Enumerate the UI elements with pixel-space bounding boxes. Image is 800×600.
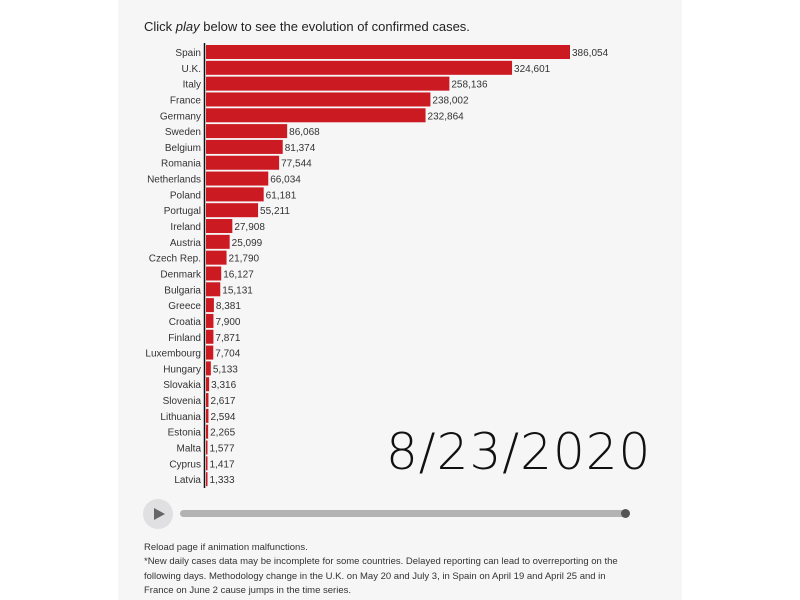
category-label: Italy xyxy=(183,80,201,91)
bar-malta xyxy=(206,440,208,455)
bar-estonia xyxy=(206,424,209,439)
category-label: Spain xyxy=(175,48,201,59)
bar-czech-rep xyxy=(206,250,227,265)
footnotes: Reload page if animation malfunctions. *… xyxy=(144,541,634,598)
category-label: Croatia xyxy=(169,317,202,328)
value-label: 25,099 xyxy=(232,238,263,249)
value-label: 258,136 xyxy=(451,80,488,91)
category-label: Germany xyxy=(160,111,201,122)
category-label: Netherlands xyxy=(147,175,201,186)
bar-portugal xyxy=(206,203,259,218)
value-label: 86,068 xyxy=(289,127,320,138)
value-label: 7,900 xyxy=(215,317,240,328)
value-label: 21,790 xyxy=(229,254,260,265)
value-label: 2,265 xyxy=(210,428,235,439)
play-button[interactable] xyxy=(143,499,173,529)
category-label: Poland xyxy=(170,190,201,201)
timeline-slider-thumb[interactable] xyxy=(621,509,630,518)
value-label: 3,316 xyxy=(211,380,236,391)
value-label: 7,871 xyxy=(215,333,240,344)
bar-finland xyxy=(206,329,214,344)
category-label: Lithuania xyxy=(160,412,201,423)
bar-italy xyxy=(206,76,450,91)
play-icon xyxy=(154,508,165,520)
bar-denmark xyxy=(206,266,222,281)
bar-austria xyxy=(206,234,230,249)
category-label: Czech Rep. xyxy=(149,254,201,265)
bar-lithuania xyxy=(206,408,209,423)
category-label: France xyxy=(170,95,202,106)
category-label: U.K. xyxy=(182,64,201,75)
category-label: Sweden xyxy=(165,127,201,138)
value-label: 8,381 xyxy=(216,301,241,312)
bar-luxembourg xyxy=(206,345,214,360)
category-label: Cyprus xyxy=(169,459,201,470)
category-label: Hungary xyxy=(163,364,201,375)
value-label: 1,577 xyxy=(210,444,235,455)
value-label: 1,333 xyxy=(210,475,235,486)
bar-croatia xyxy=(206,313,214,328)
bar-spain xyxy=(206,45,570,59)
value-label: 2,617 xyxy=(210,396,235,407)
category-label: Malta xyxy=(177,444,202,455)
date-label: 8/23/2020 xyxy=(386,423,652,481)
timeline-slider-track[interactable] xyxy=(180,510,628,517)
bar-romania xyxy=(206,155,280,170)
category-label: Latvia xyxy=(174,475,201,486)
value-label: 15,131 xyxy=(222,285,253,296)
bar-france xyxy=(206,92,431,107)
category-label: Denmark xyxy=(160,269,202,280)
category-label: Belgium xyxy=(165,143,201,154)
category-label: Finland xyxy=(168,333,201,344)
bar-slovenia xyxy=(206,393,209,408)
value-label: 386,054 xyxy=(572,48,609,59)
value-label: 77,544 xyxy=(281,159,312,170)
category-label: Luxembourg xyxy=(145,349,201,360)
methodology-note: *New daily cases data may be incomplete … xyxy=(144,556,618,596)
value-label: 61,181 xyxy=(266,190,297,201)
intro-suffix: below to see the evolution of confirmed … xyxy=(199,19,470,34)
category-label: Slovakia xyxy=(163,380,201,391)
bar-ireland xyxy=(206,219,233,234)
value-label: 2,594 xyxy=(210,412,235,423)
bar-netherlands xyxy=(206,171,269,186)
value-label: 238,002 xyxy=(432,95,469,106)
value-label: 81,374 xyxy=(285,143,316,154)
reload-note: Reload page if animation malfunctions. xyxy=(144,542,308,553)
bar-poland xyxy=(206,187,264,202)
bar-greece xyxy=(206,298,214,313)
value-label: 27,908 xyxy=(234,222,265,233)
bar-sweden xyxy=(206,124,288,139)
value-label: 1,417 xyxy=(210,459,235,470)
value-label: 5,133 xyxy=(213,364,238,375)
category-label: Romania xyxy=(161,159,201,170)
intro-prefix: Click xyxy=(144,19,176,34)
intro-text: Click play below to see the evolution of… xyxy=(144,19,470,34)
category-label: Slovenia xyxy=(163,396,202,407)
bar-belgium xyxy=(206,139,283,154)
bar-hungary xyxy=(206,361,211,376)
value-label: 16,127 xyxy=(223,269,254,280)
value-label: 324,601 xyxy=(514,64,551,75)
value-label: 232,864 xyxy=(428,111,465,122)
bar-bulgaria xyxy=(206,282,221,297)
value-label: 66,034 xyxy=(270,175,301,186)
intro-emphasis: play xyxy=(175,19,200,34)
category-label: Estonia xyxy=(168,428,202,439)
category-label: Bulgaria xyxy=(164,285,201,296)
bar-slovakia xyxy=(206,377,210,392)
category-label: Portugal xyxy=(164,206,201,217)
bar-cyprus xyxy=(206,456,208,471)
category-label: Austria xyxy=(170,238,202,249)
bar-germany xyxy=(206,108,426,123)
value-label: 7,704 xyxy=(215,349,240,360)
bar-latvia xyxy=(206,472,208,487)
bar-u-k xyxy=(206,60,513,75)
category-label: Greece xyxy=(168,301,201,312)
value-label: 55,211 xyxy=(260,206,290,217)
category-label: Ireland xyxy=(170,222,201,233)
